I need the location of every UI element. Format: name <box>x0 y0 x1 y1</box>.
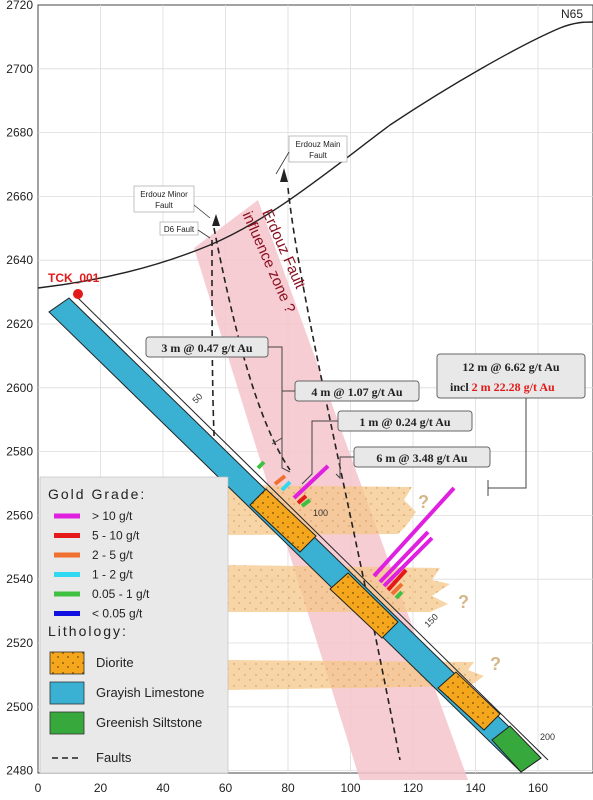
legend: Gold Grade: > 10 g/t 5 - 10 g/t 2 - 5 g/t 1… <box>39 476 229 774</box>
svg-text:D6 Fault: D6 Fault <box>164 225 195 234</box>
lithology-legend-swatch <box>49 711 85 735</box>
fault-lines <box>211 187 401 761</box>
y-tick-label: 2520 <box>6 636 33 650</box>
grade-legend-label: < 0.05 g/t <box>92 607 143 621</box>
x-tick-label: 80 <box>281 781 295 795</box>
svg-text:3 m @ 0.47 g/t Au: 3 m @ 0.47 g/t Au <box>161 341 252 355</box>
x-tick-label: 120 <box>403 781 423 795</box>
axes: 0 20 40 60 80 100 120 140 160 2720 2700 2680 2660 264… <box>6 0 548 795</box>
svg-text:100: 100 <box>313 508 328 518</box>
svg-text:?: ? <box>458 592 469 612</box>
svg-text:incl 2 m 22.28 g/t Au: incl 2 m 22.28 g/t Au <box>450 380 555 394</box>
main-fault-label <box>288 135 348 163</box>
intercept-callouts: 3 m @ 0.47 g/t Au 4 m @ 1.07 g/t Au 1 m … <box>145 336 586 496</box>
lithology-legend-swatch <box>49 681 85 705</box>
svg-text:Fault: Fault <box>309 151 328 160</box>
y-tick-label: 2560 <box>6 508 33 522</box>
y-tick-label: 2680 <box>6 126 33 140</box>
lithology-legend-swatch <box>49 651 85 675</box>
y-tick-label: 2700 <box>6 62 33 76</box>
y-tick-label: 2640 <box>6 253 33 267</box>
y-tick-label: 2600 <box>6 381 33 395</box>
x-tick-label: 140 <box>465 781 485 795</box>
grade-legend-label: 5 - 10 g/t <box>92 529 140 543</box>
grade-legend-label: > 10 g/t <box>92 509 133 523</box>
grade-legend-label: 1 - 2 g/t <box>92 568 133 582</box>
question-marks: ? ? ? <box>418 492 501 674</box>
y-tick-label: 2620 <box>6 317 33 331</box>
x-tick-label: 40 <box>156 781 170 795</box>
y-tick-label: 2480 <box>6 764 33 778</box>
grade-legend-label: 0.05 - 1 g/t <box>92 587 150 601</box>
svg-text:Erdouz Minor: Erdouz Minor <box>140 190 188 199</box>
main-fault <box>287 187 401 761</box>
drillhole-trace <box>48 297 549 773</box>
topography-line <box>37 21 593 289</box>
svg-text:?: ? <box>490 654 501 674</box>
svg-text:4 m @ 1.07 g/t Au: 4 m @ 1.07 g/t Au <box>311 385 402 399</box>
svg-text:?: ? <box>418 492 429 512</box>
grade-legend-label: 2 - 5 g/t <box>92 548 133 562</box>
fault-arrows <box>212 168 288 226</box>
x-tick-label: 0 <box>35 781 42 795</box>
grade-bars <box>256 460 456 600</box>
faults-legend-label: Faults <box>96 750 132 765</box>
lithology-legend-label: Greenish Siltstone <box>96 715 202 730</box>
x-tick-label: 60 <box>219 781 233 795</box>
lithology-legend-label: Grayish Limestone <box>96 685 204 700</box>
x-tick-label: 20 <box>94 781 108 795</box>
svg-text:200: 200 <box>540 732 555 742</box>
svg-text:Fault: Fault <box>155 201 174 210</box>
svg-text:6 m @ 3.48 g/t Au: 6 m @ 3.48 g/t Au <box>376 451 467 465</box>
hole-id-label: TCK_001 <box>48 271 100 285</box>
svg-text:Erdouz Main: Erdouz Main <box>296 140 341 149</box>
minor-fault <box>213 227 291 471</box>
y-tick-label: 2500 <box>6 700 33 714</box>
grade-legend-title: Gold Grade: <box>48 486 146 502</box>
svg-text:1 m @ 0.24 g/t Au: 1 m @ 0.24 g/t Au <box>359 415 450 429</box>
y-tick-label: 2720 <box>6 0 33 12</box>
lithology-legend-label: Diorite <box>96 655 134 670</box>
collar-marker <box>73 289 83 299</box>
minor-fault-label <box>133 185 195 213</box>
y-tick-label: 2660 <box>6 189 33 203</box>
intercept-e <box>436 353 586 399</box>
x-tick-label: 100 <box>340 781 360 795</box>
y-tick-label: 2540 <box>6 572 33 586</box>
svg-text:12 m @ 6.62 g/t Au: 12 m @ 6.62 g/t Au <box>462 360 559 374</box>
x-tick-label: 160 <box>528 781 548 795</box>
d6-fault <box>211 239 217 471</box>
section-label: N65 <box>561 7 583 21</box>
lithology-legend-title: Lithology: <box>48 623 128 639</box>
d6-fault-label <box>159 221 199 236</box>
fault-labels: Erdouz Main Fault Erdouz Minor Fault D6 … <box>133 135 348 239</box>
y-tick-label: 2580 <box>6 445 33 459</box>
